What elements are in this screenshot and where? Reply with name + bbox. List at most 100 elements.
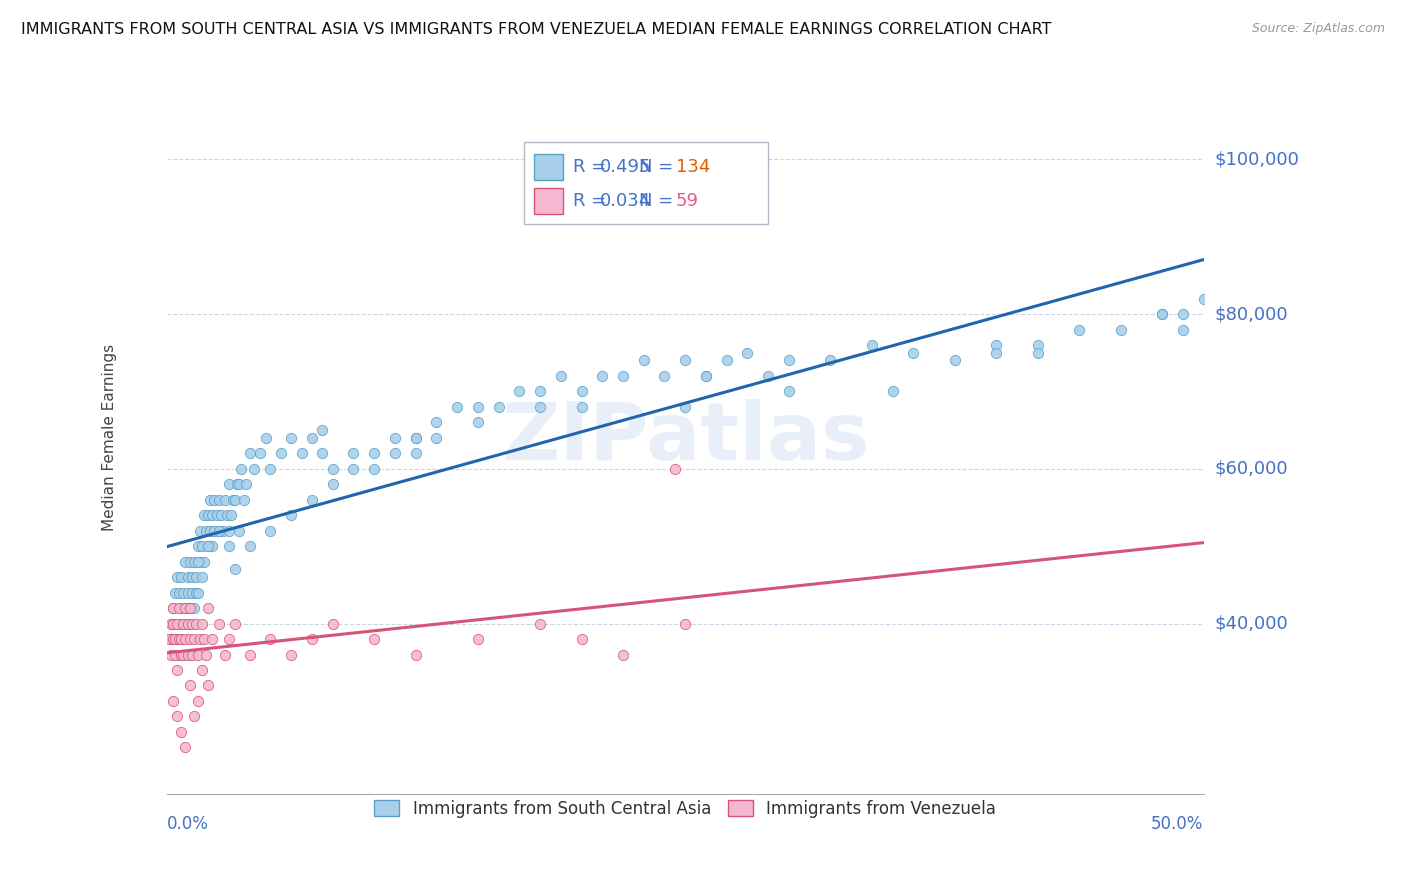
Point — [197, 539, 219, 553]
Text: N =: N = — [638, 158, 679, 176]
Point — [224, 562, 246, 576]
Point — [193, 555, 215, 569]
Point — [1026, 338, 1049, 352]
Point — [219, 508, 242, 523]
Text: 59: 59 — [675, 193, 699, 211]
Point — [301, 632, 323, 646]
Point — [187, 555, 209, 569]
Point — [204, 524, 226, 538]
Point — [207, 524, 229, 538]
Point — [167, 601, 190, 615]
Point — [197, 601, 219, 615]
Point — [179, 678, 201, 692]
Point — [254, 431, 277, 445]
Point — [226, 477, 249, 491]
Point — [232, 492, 254, 507]
Point — [176, 648, 198, 662]
Point — [903, 345, 925, 359]
Text: 0.0%: 0.0% — [167, 815, 208, 833]
Point — [446, 400, 468, 414]
Point — [778, 384, 800, 399]
Point — [1109, 322, 1132, 336]
Point — [195, 648, 218, 662]
Point — [1171, 322, 1194, 336]
Text: IMMIGRANTS FROM SOUTH CENTRAL ASIA VS IMMIGRANTS FROM VENEZUELA MEDIAN FEMALE EA: IMMIGRANTS FROM SOUTH CENTRAL ASIA VS IM… — [21, 22, 1052, 37]
Point — [167, 632, 190, 646]
Point — [508, 384, 530, 399]
Point — [342, 462, 364, 476]
Point — [195, 524, 218, 538]
Point — [188, 632, 211, 646]
Point — [170, 648, 193, 662]
Text: $60,000: $60,000 — [1215, 459, 1288, 478]
Point — [201, 539, 224, 553]
Point — [200, 524, 222, 538]
Point — [301, 492, 323, 507]
Point — [183, 555, 205, 569]
Point — [191, 663, 214, 677]
Point — [405, 446, 427, 460]
Point — [183, 632, 205, 646]
Point — [664, 462, 686, 476]
Point — [176, 585, 198, 599]
Point — [218, 632, 240, 646]
Point — [207, 492, 229, 507]
Point — [193, 508, 215, 523]
Point — [167, 585, 190, 599]
Point — [571, 384, 593, 399]
Point — [311, 423, 333, 437]
Point — [174, 601, 197, 615]
Point — [673, 353, 696, 368]
Point — [425, 416, 447, 430]
Point — [180, 585, 202, 599]
Point — [160, 616, 183, 631]
Point — [270, 446, 292, 460]
Point — [215, 508, 238, 523]
Point — [165, 648, 187, 662]
Point — [176, 601, 198, 615]
Point — [165, 632, 187, 646]
Point — [405, 648, 427, 662]
Point — [160, 648, 183, 662]
Point — [214, 492, 236, 507]
Point — [184, 585, 207, 599]
Point — [214, 648, 236, 662]
Text: N =: N = — [638, 193, 679, 211]
Point — [986, 345, 1008, 359]
Text: $80,000: $80,000 — [1215, 305, 1288, 323]
Point — [179, 555, 201, 569]
Point — [188, 555, 211, 569]
Point — [188, 524, 211, 538]
Point — [695, 368, 717, 383]
Text: R =: R = — [574, 193, 612, 211]
Point — [172, 585, 194, 599]
Point — [778, 353, 800, 368]
Point — [1171, 307, 1194, 321]
Point — [280, 648, 302, 662]
Point — [290, 446, 312, 460]
Point — [311, 446, 333, 460]
Point — [176, 616, 198, 631]
Point — [201, 632, 224, 646]
Point — [218, 477, 240, 491]
Point — [170, 570, 193, 584]
Point — [160, 632, 183, 646]
Text: 50.0%: 50.0% — [1152, 815, 1204, 833]
Point — [162, 694, 184, 708]
Point — [882, 384, 904, 399]
Point — [180, 570, 202, 584]
Point — [488, 400, 510, 414]
Point — [187, 694, 209, 708]
Legend: Immigrants from South Central Asia, Immigrants from Venezuela: Immigrants from South Central Asia, Immi… — [368, 793, 1002, 824]
Point — [716, 353, 738, 368]
Text: Median Female Earnings: Median Female Earnings — [103, 344, 117, 532]
Text: 0.034: 0.034 — [600, 193, 651, 211]
Text: Source: ZipAtlas.com: Source: ZipAtlas.com — [1251, 22, 1385, 36]
Point — [550, 368, 572, 383]
Point — [425, 431, 447, 445]
Point — [166, 570, 188, 584]
Point — [165, 632, 187, 646]
Point — [179, 601, 201, 615]
Point — [166, 616, 188, 631]
Point — [239, 648, 262, 662]
